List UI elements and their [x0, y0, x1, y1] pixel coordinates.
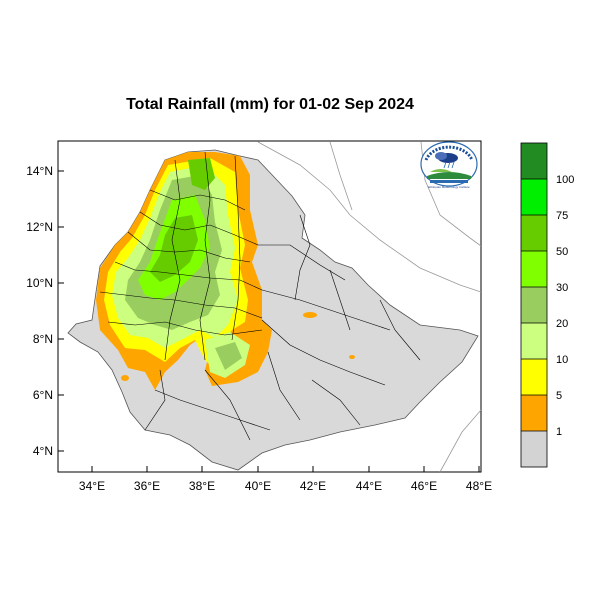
axis-ticks: [58, 170, 480, 472]
y-tick-label: 4°N: [33, 444, 53, 458]
colorbar-swatch-20-30: [521, 287, 547, 323]
colorbar-label: 100: [556, 174, 574, 186]
colorbar: 100 75 50 30 20 10 5 1: [520, 142, 574, 468]
x-tick-label: 40°E: [245, 479, 271, 493]
x-tick-label: 44°E: [356, 479, 382, 493]
x-tick-label: 34°E: [79, 479, 105, 493]
y-tick-label: 8°N: [33, 332, 53, 346]
logo-caption: Ethiopian Meteorology Institute: [428, 185, 470, 189]
x-tick-label: 48°E: [466, 479, 492, 493]
colorbar-swatch-30-50: [521, 251, 547, 287]
y-tick-label: 6°N: [33, 388, 53, 402]
colorbar-label: 5: [556, 390, 562, 402]
y-tick-label: 10°N: [26, 276, 53, 290]
map-title: Total Rainfall (mm) for 01-02 Sep 2024: [126, 96, 414, 113]
colorbar-label: 50: [556, 246, 568, 258]
colorbar-label: 30: [556, 282, 568, 294]
x-tick-label: 46°E: [411, 479, 437, 493]
colorbar-label: 10: [556, 354, 568, 366]
colorbar-swatch-1-5: [521, 395, 547, 431]
colorbar-swatch-5-10: [521, 359, 547, 395]
meteorology-logo: Ethiopian Meteorology Institute: [420, 141, 478, 189]
colorbar-swatch-below-1: [521, 431, 547, 467]
x-tick-label: 36°E: [134, 479, 160, 493]
admin-boundaries: [99, 151, 421, 441]
colorbar-label: 75: [556, 210, 568, 222]
colorbar-swatch-75-100: [521, 179, 547, 215]
colorbar-swatch-50-75: [521, 215, 547, 251]
colorbar-swatch-10-20: [521, 323, 547, 359]
y-tick-label: 14°N: [26, 164, 53, 178]
x-tick-label: 42°E: [300, 479, 326, 493]
colorbar-label: 20: [556, 318, 568, 330]
y-tick-label: 12°N: [26, 220, 53, 234]
x-tick-label: 38°E: [189, 479, 215, 493]
rainfall-patches: [96, 152, 355, 390]
colorbar-label: 1: [556, 426, 562, 438]
colorbar-swatch-100plus: [521, 143, 547, 179]
